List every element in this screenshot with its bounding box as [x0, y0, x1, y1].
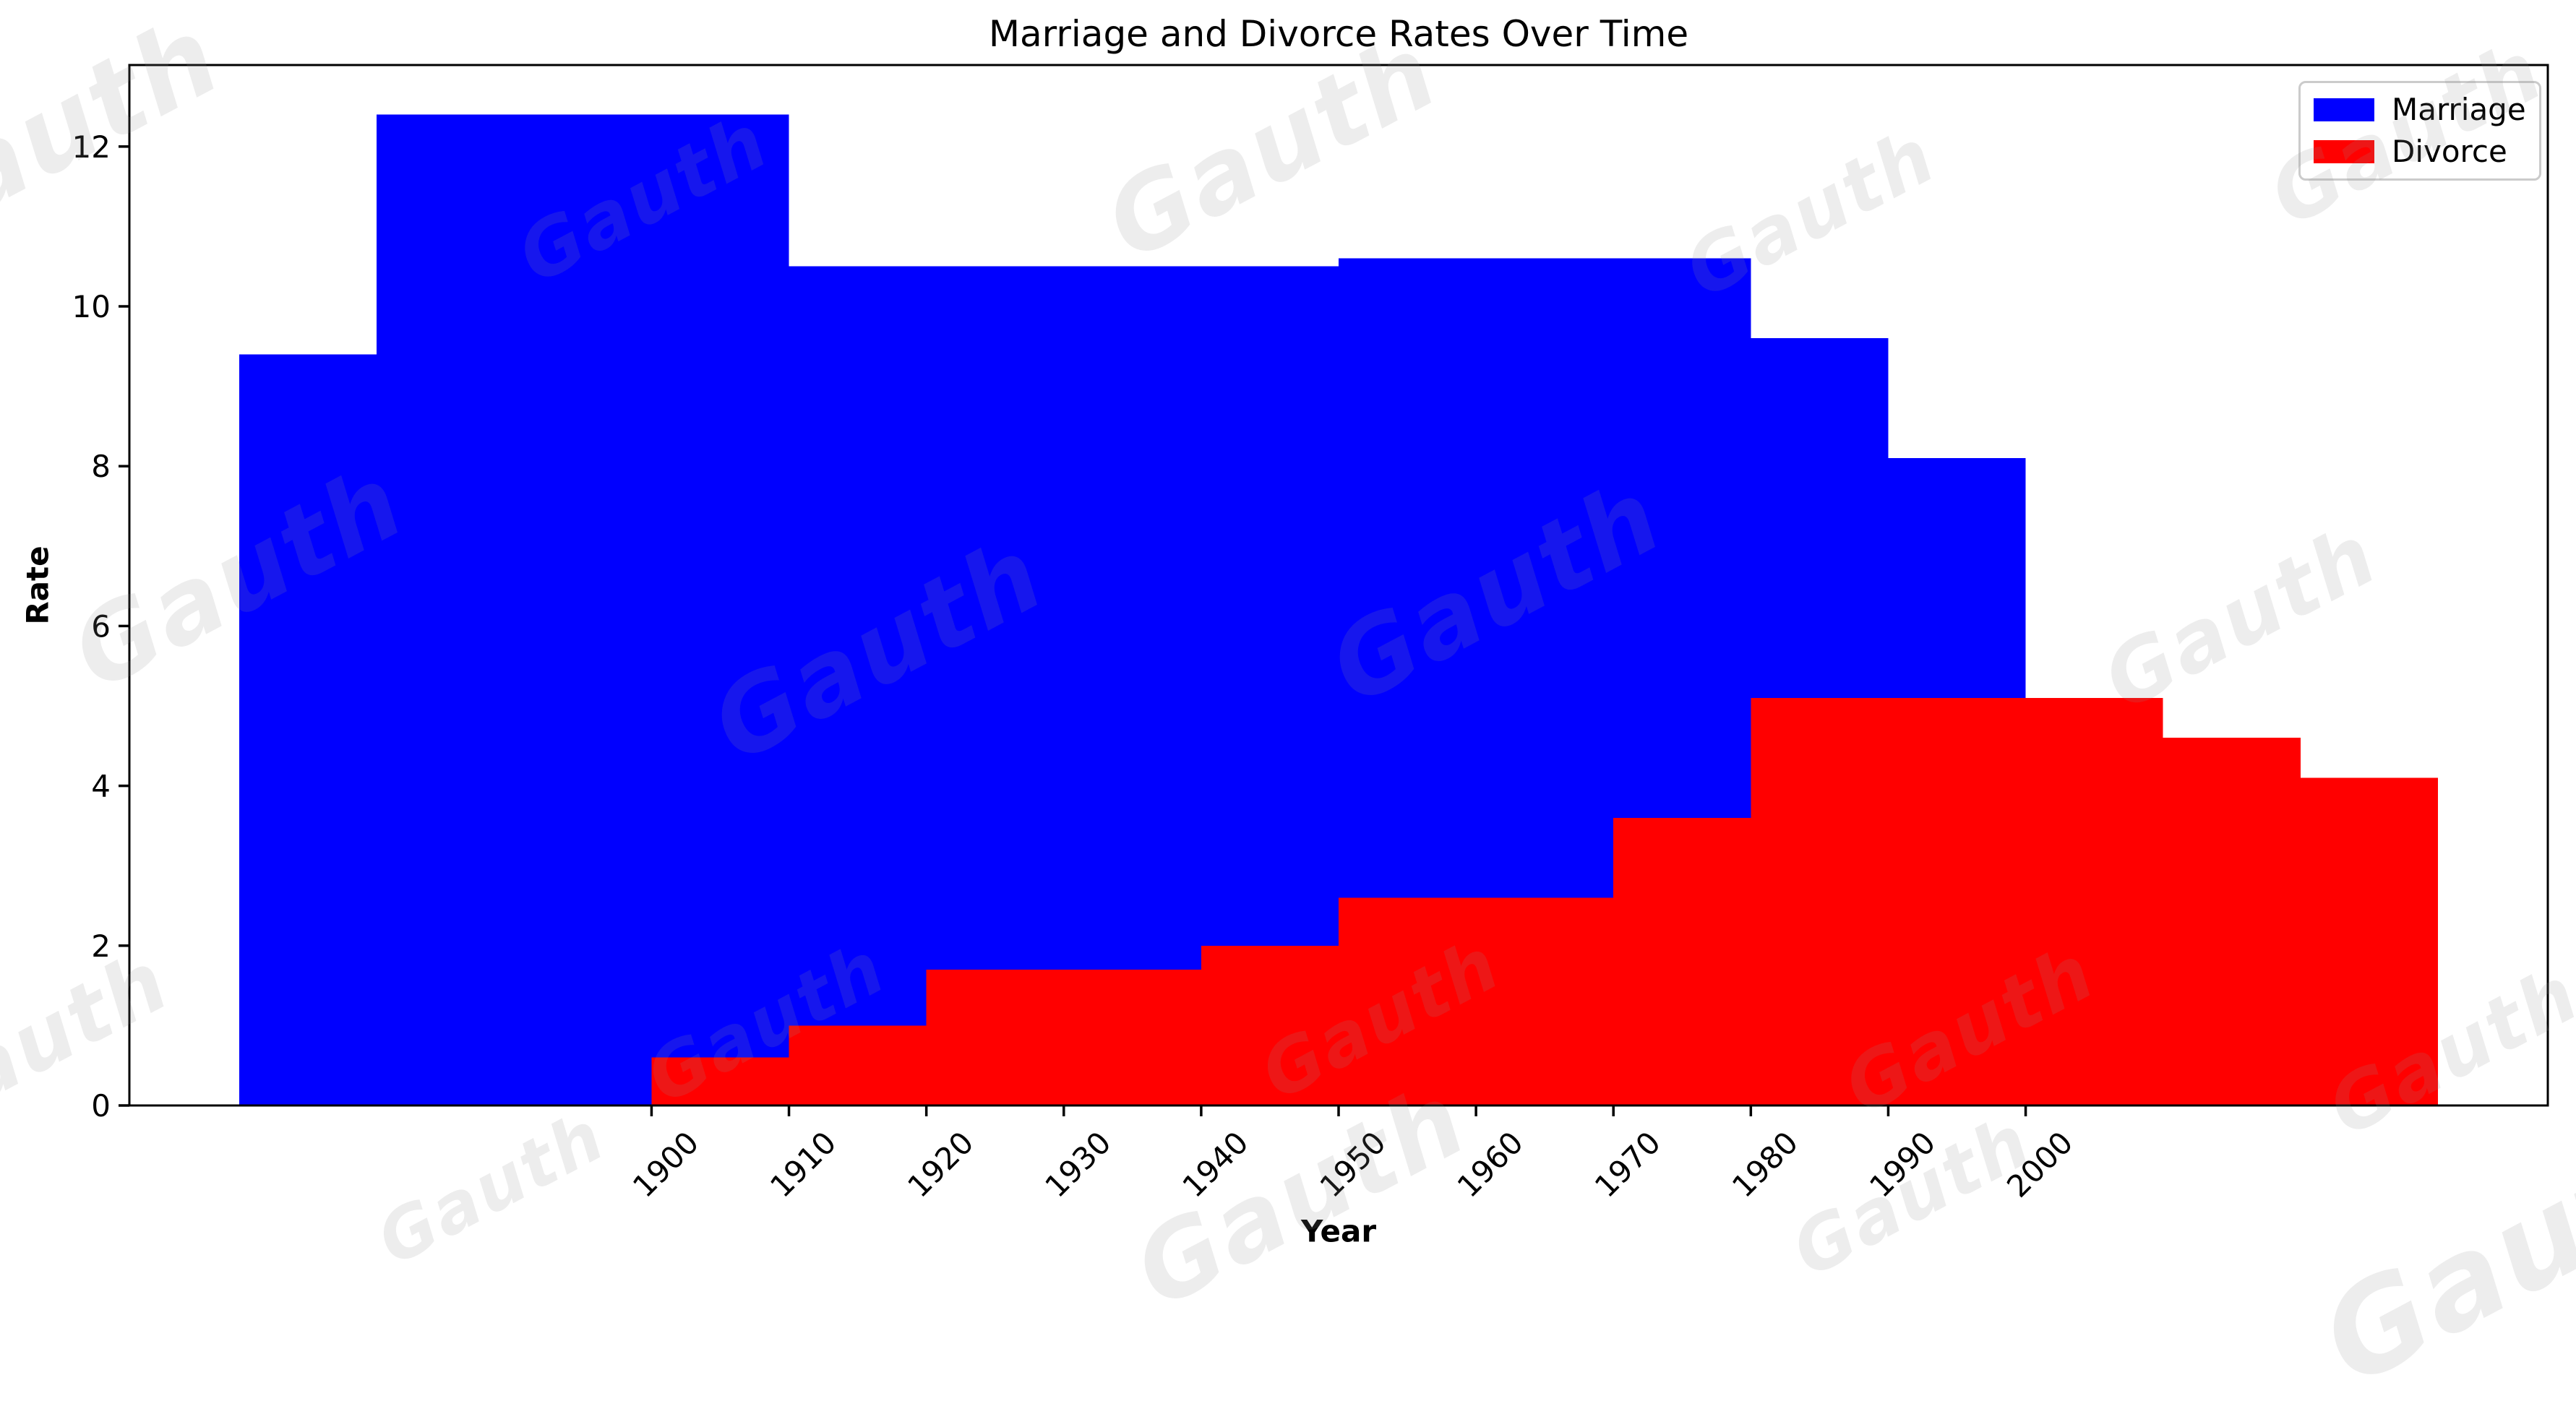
- divorce-bar-segment: [1613, 817, 1751, 1105]
- x-tick-label: 1960: [1451, 1125, 1530, 1204]
- divorce-bar-segment: [926, 969, 1201, 1105]
- x-axis-label: Year: [1300, 1213, 1377, 1249]
- divorce-bar-segment: [2163, 738, 2301, 1105]
- legend-swatch-divorce: [2314, 140, 2374, 163]
- y-tick-label: 0: [91, 1088, 111, 1124]
- x-tick-label: 1980: [1725, 1125, 1805, 1204]
- divorce-bar-segment: [1339, 897, 1614, 1105]
- x-tick-label: 2000: [2000, 1125, 2079, 1204]
- y-tick-label: 2: [91, 928, 111, 964]
- marriage-bar-segment: [239, 354, 377, 1105]
- y-tick-label: 8: [91, 449, 111, 484]
- x-tick-label: 1990: [1863, 1125, 1942, 1204]
- divorce-bar-segment: [789, 1025, 927, 1105]
- legend-item-divorce: Divorce: [2314, 137, 2526, 167]
- legend: Marriage Divorce: [2298, 81, 2541, 181]
- divorce-bar-segment: [1751, 697, 2163, 1105]
- x-tick-label: 1950: [1313, 1125, 1393, 1204]
- chart-title: Marriage and Divorce Rates Over Time: [988, 13, 1689, 55]
- legend-item-label: Marriage: [2392, 92, 2526, 127]
- chart-canvas: 0 2 4 6 8 10 12 1900 1910 1920 1930 1940 1950 1960 197…: [72, 64, 2549, 1204]
- legend-swatch-marriage: [2314, 98, 2374, 121]
- y-tick-label: 10: [72, 289, 111, 324]
- x-tick-label: 1970: [1588, 1125, 1667, 1204]
- x-tick-label: 1900: [626, 1125, 705, 1204]
- y-tick-label: 6: [91, 608, 111, 644]
- divorce-bar-segment: [651, 1057, 789, 1105]
- y-tick-label: 4: [91, 769, 111, 804]
- y-axis-label: Rate: [20, 546, 56, 625]
- x-tick-label: 1910: [763, 1125, 843, 1204]
- legend-item-marriage: Marriage: [2314, 95, 2526, 125]
- x-tick-label: 1940: [1175, 1125, 1255, 1204]
- x-tick-label: 1920: [901, 1125, 980, 1204]
- divorce-bar-segment: [1201, 945, 1339, 1105]
- marriage-bar-segment: [377, 114, 789, 1106]
- x-tick-label: 1930: [1038, 1125, 1117, 1204]
- y-tick-label: 12: [72, 129, 111, 165]
- legend-item-label: Divorce: [2392, 134, 2507, 169]
- divorce-bar-segment: [2300, 777, 2438, 1105]
